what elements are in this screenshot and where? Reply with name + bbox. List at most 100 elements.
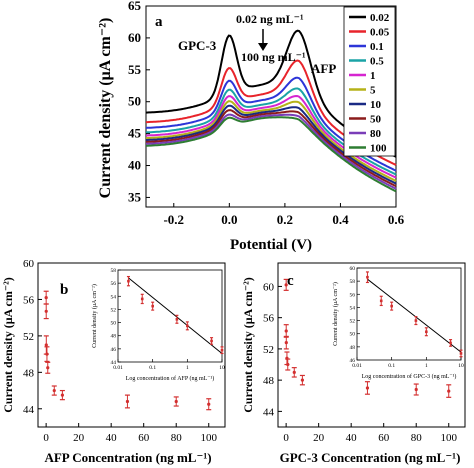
panel-c-inset-ytick-label: 46 (350, 358, 356, 364)
panel-c-xtick-label: 60 (378, 432, 390, 444)
panel-a-xtick-label: 0.6 (388, 212, 405, 227)
panel-b-inset-xtick-label: 1 (186, 365, 189, 371)
panel-c-x-ticks: 0 20 40 60 80 100 (283, 423, 457, 444)
panel-c-inset-data-point (390, 304, 393, 308)
panel-b-inset-data-point (127, 279, 130, 283)
panel-a-ytick-label: 60 (128, 30, 141, 45)
panel-b-inset-data-point (186, 324, 189, 328)
legend-label-10: 10 (370, 99, 382, 111)
panel-b-ytick-label: 56 (23, 294, 35, 306)
panel-c-inset-xtick-label: 0.1 (388, 363, 395, 369)
conc-high-label: 0.02 ng mL⁻¹ (236, 12, 304, 26)
panel-b-ylabel: Current density (μA cm⁻²) (1, 277, 15, 413)
legend-label-1: 1 (370, 70, 376, 82)
panel-c-inset-frame (356, 267, 462, 361)
panel-c-inset-data-point (459, 352, 463, 355)
panel-a-xtick-label: 0.2 (277, 212, 293, 227)
gpc3-peak-label: GPC-3 (178, 38, 217, 53)
panel-c-inset-xtick-label: 1 (425, 363, 428, 369)
panel-a-xtick-label: 0.4 (332, 212, 349, 227)
panel-c-xtick-label: 40 (346, 432, 358, 444)
panel-b-data-point (44, 296, 48, 300)
panel-c-inset-ytick-label: 54 (350, 305, 356, 311)
panel-b-inset-ytick-label: 44 (111, 360, 117, 366)
panel-b-inset-ytick-label: 50 (111, 321, 117, 327)
panel-a-x-ticks: -0.2 0.0 0.2 0.4 0.6 (163, 203, 405, 227)
panel-b-inset-data-point (151, 304, 154, 308)
panel-c-inset-ytick-label: 60 (350, 266, 356, 272)
panel-b-data-point (174, 399, 178, 404)
series-line-50 (146, 109, 397, 188)
panel-b-xlabel: AFP Concentration (ng mL⁻¹) (44, 450, 211, 465)
panel-a-ytick-label: 35 (128, 189, 142, 204)
panel-a-xlabel: Potential (V) (230, 237, 312, 253)
panel-b-inset-xtick-label: 0.1 (149, 365, 156, 371)
panel-c-data-point (300, 378, 304, 382)
panel-c-inset-xtick-label: 10 (458, 363, 464, 369)
afp-peak-label: AFP (311, 61, 336, 76)
panel-a-ylabel: Current density (μA cm⁻²) (97, 18, 114, 199)
series-line-5 (145, 100, 397, 182)
panel-b-xtick-label: 100 (200, 432, 217, 444)
panel-b-x-ticks: 0 20 40 60 80 100 (43, 423, 217, 444)
panel-c-data-point (365, 386, 370, 390)
panel-c-ytick-label: 56 (263, 313, 275, 325)
panel-b-inset-data-point (175, 317, 179, 321)
panel-b-inset-ytick-label: 52 (111, 307, 117, 313)
panel-b-inset-ylabel: Current density (μA cm⁻²) (91, 284, 98, 348)
legend-label-0.5: 0.5 (370, 56, 384, 68)
panel-b-inset-ytick-label: 48 (111, 334, 117, 340)
panel-c-inset-points (365, 271, 463, 358)
panel-c-inset: 46 48 50 52 54 56 58 60 0.01 0.1 1 10 Current dens… (332, 266, 464, 380)
panel-c-inset-ytick-label: 56 (350, 292, 356, 298)
legend-label-80: 80 (370, 128, 382, 140)
panel-a-legend: 0.02 0.05 0.1 0.5 1 5 10 50 80 100 (343, 6, 396, 157)
panel-b-data-point (45, 352, 49, 356)
panel-c-data-point (284, 341, 288, 345)
conc-low-label: 100 ng mL⁻¹ (241, 50, 306, 64)
concentration-arrow (258, 29, 268, 51)
panel-b-inset-ytick-label: 54 (111, 294, 117, 300)
panel-b-inset-xlabel: Log concentration of AFP (ng mL⁻¹) (126, 375, 215, 382)
panel-b-data-point (60, 393, 64, 397)
panel-a-ytick-label: 55 (128, 62, 142, 77)
series-line-80 (146, 113, 397, 190)
panel-b-data-point (125, 399, 130, 404)
panel-c-ytick-label: 52 (263, 344, 274, 356)
panel-c-points (283, 278, 452, 398)
panel-c-inset-data-point (379, 299, 383, 303)
panel-c-xtick-label: 20 (313, 432, 325, 444)
panel-b-data-point (52, 388, 56, 393)
panel-b-inset-y-ticks: 44 46 48 50 52 54 56 58 (111, 268, 121, 366)
panel-c-xtick-label: 80 (411, 432, 423, 444)
panel-c-inset-data-point (414, 319, 418, 322)
panel-c-data-point (292, 370, 296, 374)
panel-b-letter: b (60, 282, 68, 298)
panel-b-inset-x-ticks: 0.01 0.1 1 10 (113, 359, 225, 371)
panel-b-points (43, 290, 212, 411)
panel-c-inset-xtick-label: 0.01 (352, 363, 362, 369)
panel-c-data-point (447, 389, 451, 393)
panel-c-inset-ytick-label: 48 (350, 345, 356, 351)
panel-c-inset-ytick-label: 58 (350, 279, 356, 285)
panel-a-xtick-label: -0.2 (163, 212, 184, 227)
panel-c-xlabel: GPC-3 Concentration (ng mL⁻¹) (280, 450, 461, 465)
panel-b-inset-data-point (220, 348, 224, 352)
panel-c-inset-ytick-label: 50 (350, 332, 356, 338)
panel-b-ytick-label: 60 (23, 258, 35, 270)
panel-c-ytick-label: 60 (263, 281, 275, 293)
panel-b: 44 48 52 56 60 0 20 40 60 80 100 Current density … (1, 258, 226, 465)
legend-label-0.05: 0.05 (370, 27, 390, 39)
panel-b-xtick-label: 0 (43, 432, 49, 444)
panel-b-inset: 44 46 48 50 52 54 56 58 0.01 0.1 1 10 Current dens… (91, 268, 225, 382)
panel-c-inset-ytick-label: 52 (350, 319, 356, 325)
panel-c-ytick-label: 44 (263, 406, 275, 418)
panel-b-inset-data-point (140, 297, 144, 301)
panel-b-xtick-label: 60 (138, 432, 150, 444)
panel-b-ytick-label: 44 (23, 404, 35, 416)
panel-b-ytick-label: 52 (23, 331, 34, 343)
series-line-10 (146, 104, 397, 185)
panel-c-inset-y-ticks: 46 48 50 52 54 56 58 60 (350, 266, 360, 364)
legend-label-50: 50 (370, 114, 382, 126)
